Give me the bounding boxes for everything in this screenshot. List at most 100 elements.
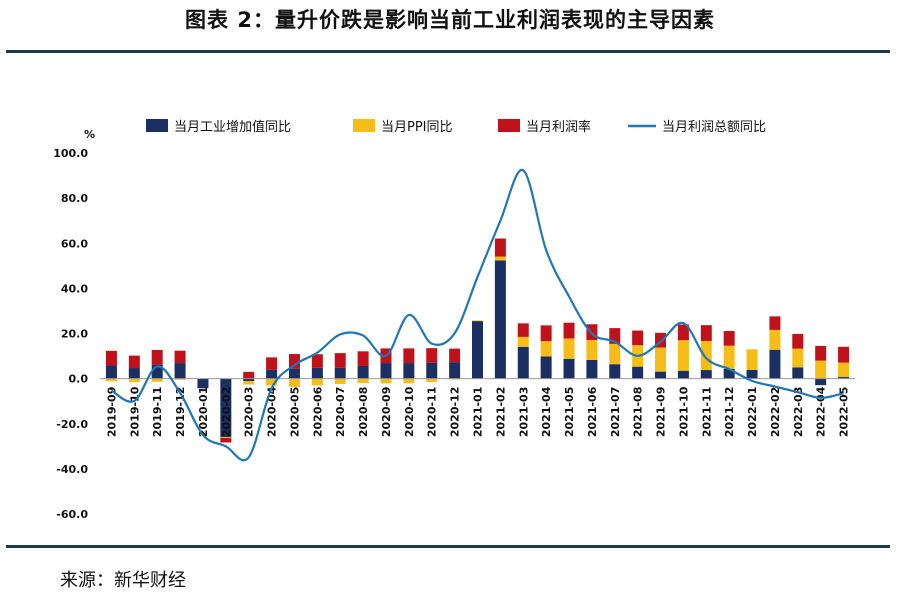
bar-profit-margin (105, 350, 117, 366)
bar-profit-margin (700, 325, 712, 341)
bar-ppi (609, 343, 621, 365)
bar-industrial-value-added (334, 367, 346, 379)
bar-profit-margin (243, 371, 255, 379)
x-tick-label: 2022-03 (792, 387, 805, 438)
x-tick-label: 2021-04 (540, 386, 553, 437)
bar-ppi (334, 378, 346, 385)
bar-ppi (655, 347, 667, 372)
bar-profit-margin (838, 346, 850, 363)
figure-title: 图表 2：量升价跌是影响当前工业利润表现的主导因素 (185, 8, 715, 32)
top-rule (6, 50, 890, 53)
bar-profit-margin (311, 354, 323, 368)
x-tick-label: 2022-02 (769, 387, 782, 438)
bar-industrial-value-added (517, 346, 529, 379)
bar-industrial-value-added (128, 368, 140, 379)
bar-ppi (151, 378, 163, 382)
bar-ppi (700, 340, 712, 371)
x-tick-label: 2020-08 (357, 387, 370, 438)
bar-industrial-value-added (655, 371, 667, 379)
bar-ppi (517, 336, 529, 347)
bar-ppi (105, 378, 117, 382)
bar-ppi (586, 340, 598, 360)
x-tick-label: 2020-03 (243, 387, 256, 438)
bar-industrial-value-added (769, 349, 781, 379)
x-tick-label: 2021-06 (586, 386, 599, 437)
y-tick-label: 80.0 (61, 192, 88, 205)
x-tick-label: 2020-04 (266, 386, 279, 437)
bar-profit-margin (220, 437, 232, 443)
bar-industrial-value-added (266, 369, 278, 379)
bar-industrial-value-added (151, 364, 163, 379)
bottom-rule (6, 545, 890, 548)
bar-profit-margin (151, 349, 163, 365)
x-tick-label: 2022-04 (815, 386, 828, 437)
bar-industrial-value-added (243, 378, 255, 382)
bar-profit-margin (494, 238, 506, 257)
bar-ppi (311, 378, 323, 386)
bar-industrial-value-added (632, 366, 644, 379)
bar-ppi (494, 256, 506, 261)
bar-ppi (723, 345, 735, 369)
legend-industrial-value-added-swatch (146, 119, 168, 132)
x-tick-label: 2022-05 (838, 387, 851, 438)
bar-industrial-value-added (105, 365, 117, 379)
x-tick-label: 2021-02 (494, 387, 507, 438)
x-tick-label: 2020-02 (220, 387, 233, 438)
x-tick-label: 2020-07 (334, 387, 347, 438)
x-tick-label: 2020-12 (449, 387, 462, 438)
bar-profit-margin (517, 323, 529, 337)
bar-industrial-value-added (357, 365, 369, 379)
bar-ppi (746, 349, 758, 370)
x-tick-label: 2020-10 (403, 386, 416, 437)
bar-profit-margin (403, 348, 415, 364)
bar-industrial-value-added (494, 260, 506, 379)
x-tick-label: 2019-11 (151, 387, 164, 438)
x-tick-label: 2021-01 (472, 387, 485, 438)
y-tick-label: 0.0 (69, 373, 89, 386)
bar-profit-margin (792, 333, 804, 349)
x-tick-label: 2021-07 (609, 387, 622, 438)
y-unit-label: % (84, 128, 95, 141)
bar-ppi (792, 348, 804, 368)
legend-profit-margin-swatch (498, 119, 520, 132)
bar-ppi (403, 378, 415, 384)
bar-industrial-value-added (586, 359, 598, 379)
source-note: 来源：新华财经 (60, 570, 186, 591)
bar-profit-margin (540, 325, 552, 342)
bar-industrial-value-added (746, 369, 758, 379)
legend-industrial-value-added-label: 当月工业增加值同比 (174, 119, 291, 135)
bar-industrial-value-added (563, 358, 575, 379)
x-tick-label: 2019-10 (128, 386, 141, 437)
bar-ppi (426, 378, 438, 383)
bar-industrial-value-added (403, 363, 415, 379)
bar-profit-margin (723, 331, 735, 346)
bar-profit-margin (449, 348, 461, 363)
legend-ppi-swatch (353, 119, 375, 132)
bar-industrial-value-added (288, 368, 300, 379)
bar-ppi (677, 340, 689, 371)
bar-industrial-value-added (197, 378, 209, 389)
bar-profit-margin (609, 328, 621, 344)
bar-profit-margin (174, 350, 186, 364)
y-axis: 100.0 80.0 60.0 40.0 20.0 0.0 -20.0 -40.0 -60.0 (53, 147, 88, 521)
bar-ppi (243, 381, 255, 385)
bar-ppi (540, 341, 552, 357)
y-tick-label: -60.0 (56, 508, 88, 521)
x-tick-label: 2020-05 (288, 387, 301, 438)
bar-profit-margin (677, 324, 689, 341)
bar-industrial-value-added (174, 363, 186, 379)
x-tick-label: 2021-11 (700, 387, 713, 438)
bar-industrial-value-added (792, 367, 804, 379)
x-axis: 2019-09 2019-10 2019-11 2019-12 2020-01 2020-… (100, 378, 855, 438)
x-tick-label: 2021-08 (632, 387, 645, 438)
bar-industrial-value-added (677, 370, 689, 379)
bars (105, 238, 850, 443)
x-tick-label: 2020-09 (380, 387, 393, 438)
legend: 当月工业增加值同比 当月PPI同比 当月利润率 当月利润总额同比 (146, 119, 766, 135)
bar-industrial-value-added (609, 364, 621, 379)
bar-industrial-value-added (723, 368, 735, 379)
y-tick-label: 40.0 (61, 282, 88, 295)
bar-ppi (174, 378, 186, 380)
x-tick-label: 2021-03 (517, 387, 530, 438)
